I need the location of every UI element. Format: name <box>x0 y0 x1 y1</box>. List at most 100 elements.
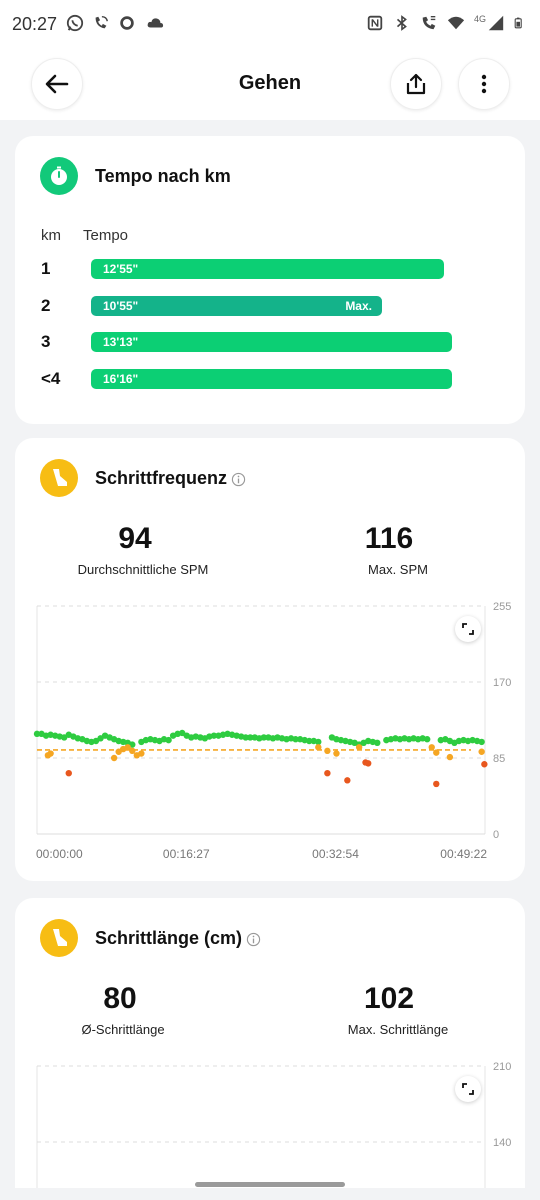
gesture-nav-bar[interactable] <box>195 1182 345 1187</box>
network-type: 4G <box>473 14 486 24</box>
cadence-point <box>428 744 435 751</box>
y-tick-label: 0 <box>493 829 499 841</box>
cadence-point <box>355 744 363 751</box>
info-icon[interactable] <box>246 932 261 947</box>
pace-max-badge: Max. <box>345 299 372 313</box>
pace-km-header: km <box>41 227 61 244</box>
signal-icon <box>488 15 504 31</box>
cadence-point <box>33 730 41 738</box>
pace-row: 1 12'55" <box>15 258 525 280</box>
y-tick-label: 255 <box>493 601 511 613</box>
y-tick-label: 210 <box>493 1061 511 1073</box>
max-spm-value: 116 <box>364 522 414 555</box>
pace-row: <4 16'16" <box>15 368 525 390</box>
wifi-call-icon <box>95 15 109 29</box>
x-tick-label: 00:16:27 <box>163 847 210 861</box>
pace-bar: 13'13" <box>91 332 452 352</box>
shoe-icon <box>40 459 78 497</box>
shoe-icon <box>40 919 78 957</box>
cadence-title-text: Schrittfrequenz <box>95 468 228 488</box>
cadence-point <box>478 738 485 746</box>
pace-km-label: <4 <box>41 369 61 388</box>
cadence-point <box>423 736 431 743</box>
circle-icon <box>120 16 134 30</box>
stride-card-title: Schrittlänge (cm) <box>95 928 261 949</box>
pace-tempo-header: Tempo <box>83 227 129 244</box>
cadence-point <box>247 734 254 741</box>
x-tick-label: 00:49:22 <box>440 847 487 861</box>
pace-km-label: 1 <box>41 259 51 278</box>
cadence-point <box>260 734 268 741</box>
stride-chart: 210 140 <box>36 1061 511 1188</box>
stopwatch-icon <box>40 157 78 195</box>
more-options-button[interactable] <box>458 58 510 110</box>
cadence-point <box>65 770 72 777</box>
x-tick-label: 00:32:54 <box>312 847 359 861</box>
cadence-chart: 255 170 85 0 00:00:00 00:16:27 00:32:54 00:49:2… <box>33 601 511 861</box>
cadence-point <box>315 738 322 746</box>
cadence-point <box>324 747 331 755</box>
pace-row: 2 10'55" Max. <box>15 295 525 317</box>
pace-bar: 12'55" <box>91 259 444 279</box>
cadence-point <box>129 747 136 755</box>
cadence-card-title: Schrittfrequenz <box>95 468 246 489</box>
pace-km-label: 3 <box>41 332 51 351</box>
pace-row: 3 13'13" <box>15 331 525 353</box>
pace-bar: 10'55" Max. <box>91 296 382 316</box>
cadence-point <box>110 754 118 762</box>
cadence-point <box>333 750 340 757</box>
cadence-point <box>344 777 351 784</box>
more-vertical-icon <box>481 74 487 94</box>
cadence-point <box>315 744 322 751</box>
pace-card-title: Tempo nach km <box>95 166 231 186</box>
cadence-point <box>481 761 488 768</box>
cadence-point <box>324 770 331 777</box>
y-tick-label: 140 <box>493 1137 511 1149</box>
cadence-point <box>138 750 145 757</box>
max-stride-label: Max. Schrittlänge <box>347 1022 449 1037</box>
cadence-point <box>210 732 218 739</box>
cloud-icon <box>147 18 164 28</box>
stride-title-text: Schrittlänge (cm) <box>95 928 243 948</box>
avg-spm-label: Durchschnittliche SPM <box>77 562 209 577</box>
status-time: 20:27 <box>12 14 58 34</box>
cadence-point <box>446 753 454 761</box>
pace-card: Tempo nach km km Tempo 1 12'55" 2 10'55" Max… <box>15 136 525 424</box>
stride-expand-button[interactable] <box>455 1076 481 1102</box>
max-stride-value: 102 <box>363 982 415 1015</box>
y-tick-label: 170 <box>493 677 511 689</box>
cadence-expand-button[interactable] <box>455 616 481 642</box>
page-title: Gehen <box>238 72 302 94</box>
cadence-point <box>374 739 381 746</box>
app-bar: Gehen <box>0 50 540 120</box>
x-tick-label: 00:00:00 <box>36 847 83 861</box>
pace-value: 16'16" <box>103 372 139 386</box>
whatsapp-icon <box>66 14 84 32</box>
info-icon[interactable] <box>231 472 246 487</box>
pace-value: 10'55" <box>103 299 139 313</box>
cadence-point <box>47 750 54 757</box>
avg-stride-value: 80 <box>103 982 137 1015</box>
status-bar: 20:27 4G <box>0 0 540 50</box>
cadence-card: Schrittfrequenz 94 Durchschnittliche SPM… <box>15 438 525 881</box>
phone-wifi-icon <box>422 16 436 30</box>
expand-icon <box>462 623 474 635</box>
stride-card: Schrittlänge (cm) 80 Ø-Schrittlänge 102 … <box>15 898 525 1188</box>
pace-value: 13'13" <box>103 335 139 349</box>
nfc-icon <box>367 15 383 31</box>
wifi-icon <box>447 16 465 30</box>
cadence-point <box>165 736 172 744</box>
expand-icon <box>462 1083 474 1095</box>
max-spm-label: Max. SPM <box>368 562 428 577</box>
pace-value: 12'55" <box>103 262 139 276</box>
cadence-point <box>242 734 249 741</box>
cadence-point <box>433 749 440 756</box>
avg-spm-value: 94 <box>118 522 152 555</box>
arrow-left-icon <box>45 74 69 94</box>
cadence-point <box>365 760 372 767</box>
back-button[interactable] <box>31 58 83 110</box>
battery-icon <box>514 17 522 29</box>
avg-stride-label: Ø-Schrittlänge <box>81 1022 165 1037</box>
share-button[interactable] <box>390 58 442 110</box>
cadence-point <box>478 748 485 755</box>
